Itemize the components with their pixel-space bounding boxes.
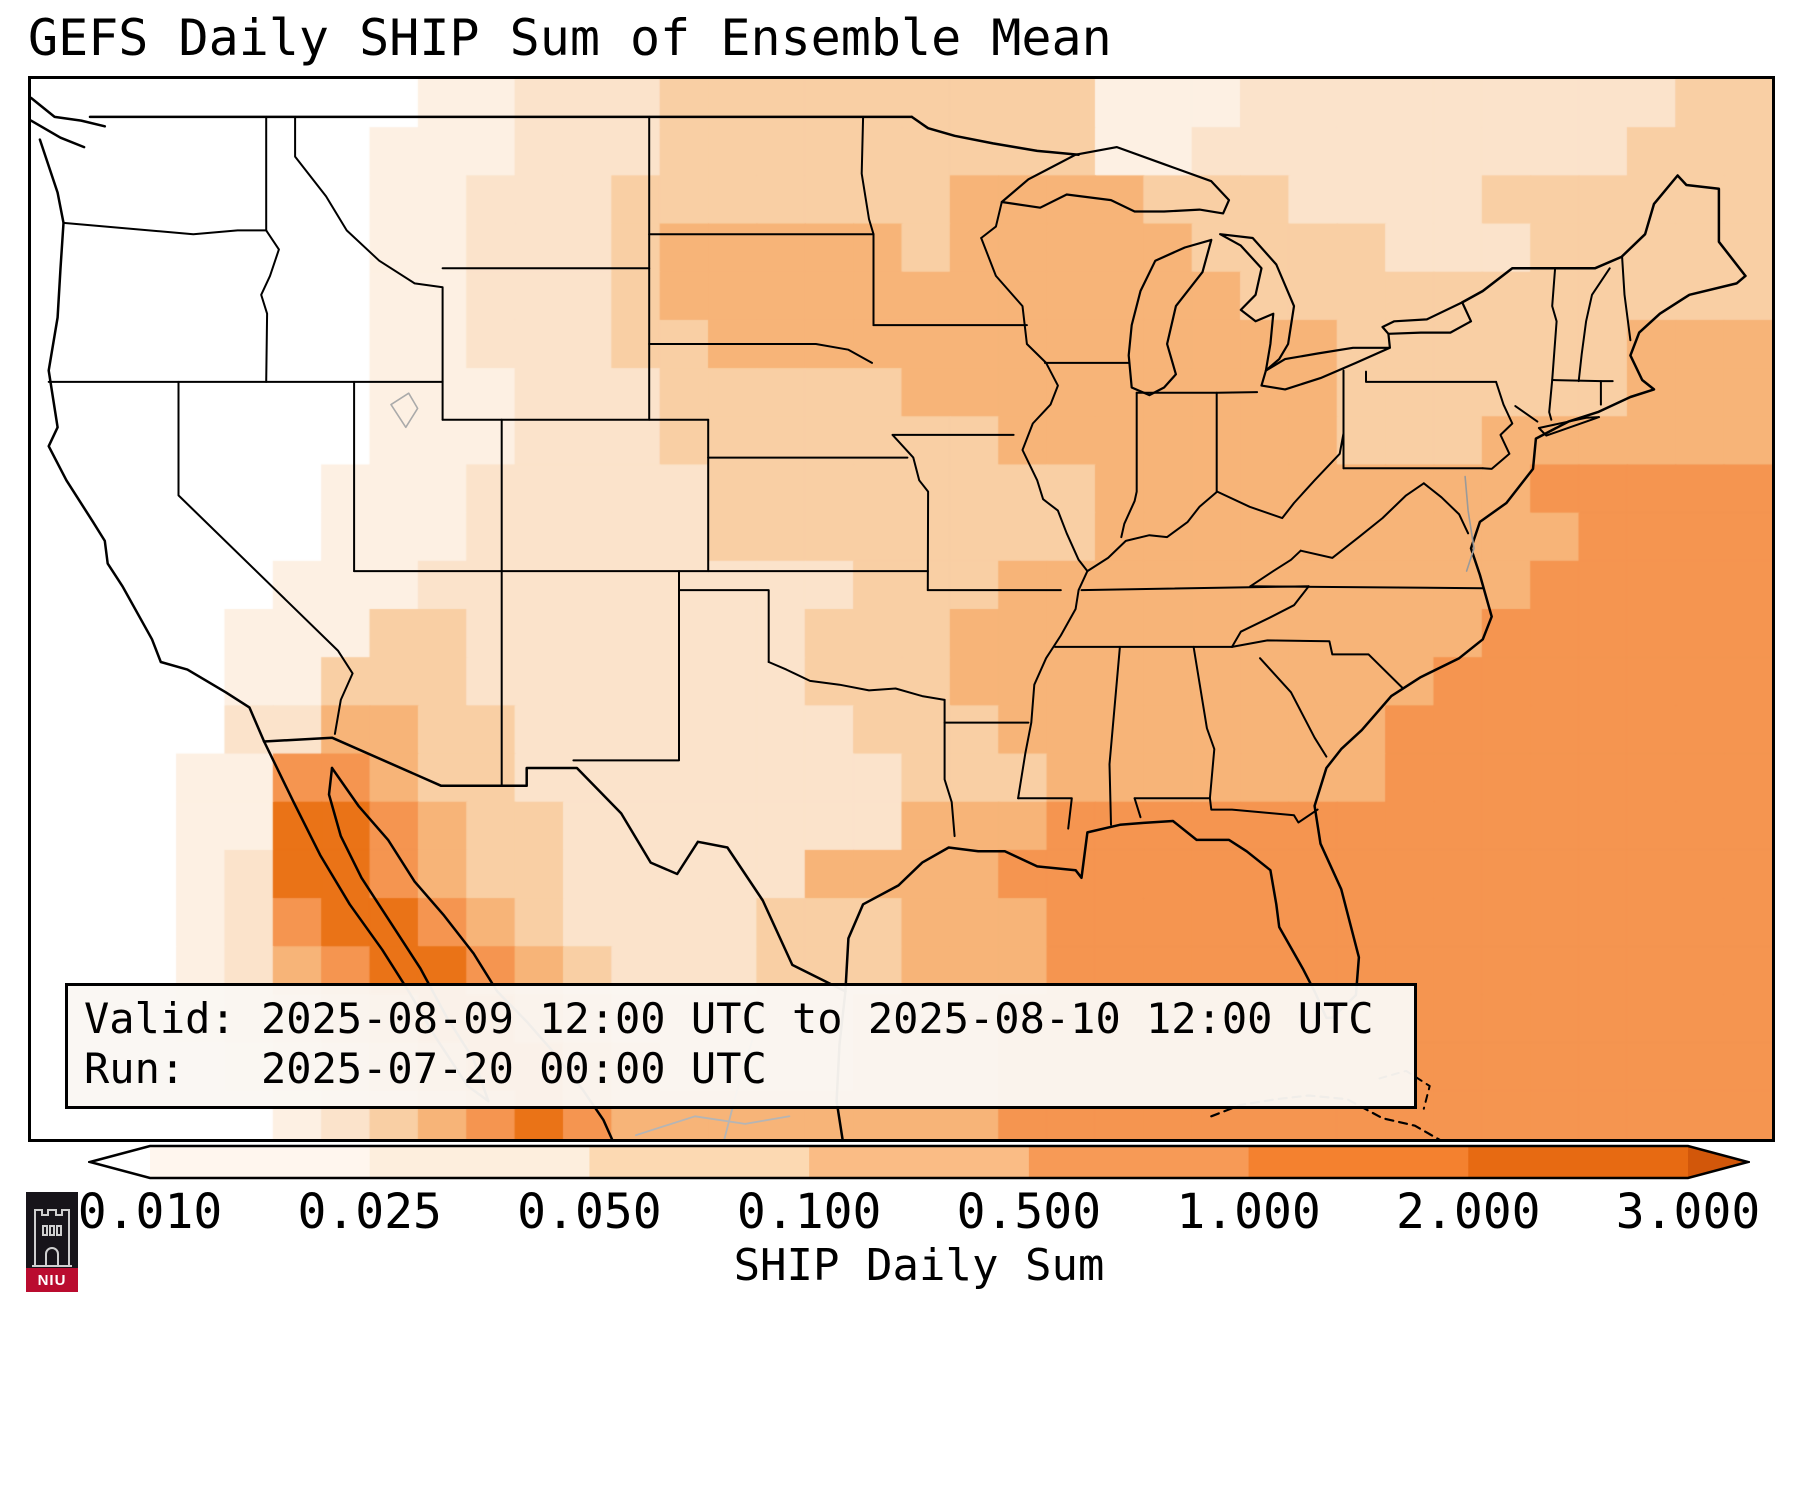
colorbar-tick-label: 0.500: [956, 1184, 1102, 1240]
colorbar-tick-label: 0.100: [736, 1184, 882, 1240]
colorbar-tick-label: 2.000: [1396, 1184, 1541, 1240]
colorbar-tick-label: 0.025: [297, 1184, 442, 1240]
map-boundaries-layer: [31, 96, 1747, 1139]
colorbar-ticks: 0.010 0.025 0.050 0.100 0.500 1.000 2.000 3.000: [0, 1184, 1803, 1244]
colorbar-tick-label: 3.000: [1615, 1184, 1761, 1240]
colorbar-tick-label: 1.000: [1176, 1184, 1321, 1240]
valid-text: Valid: 2025-08-09 12:00 UTC to 2025-08-1…: [84, 994, 1374, 1043]
map-panel: Valid: 2025-08-09 12:00 UTC to 2025-08-1…: [28, 76, 1775, 1142]
niu-logo-text: NIU: [37, 1272, 67, 1289]
niu-logo: NIU: [26, 1192, 78, 1292]
validity-box: Valid: 2025-08-09 12:00 UTC to 2025-08-1…: [65, 983, 1417, 1109]
figure-title: GEFS Daily SHIP Sum of Ensemble Mean: [28, 9, 1112, 67]
colorbar-label: SHIP Daily Sum: [733, 1240, 1105, 1291]
heatmap-layer: [31, 79, 1772, 1139]
castle-icon: [26, 1192, 78, 1292]
colorbar-tick-label: 0.050: [517, 1184, 662, 1240]
run-text: Run: 2025-07-20 00:00 UTC: [84, 1044, 767, 1093]
colorbar: [88, 1144, 1750, 1180]
colorbar-tick-label: 0.010: [77, 1184, 223, 1240]
